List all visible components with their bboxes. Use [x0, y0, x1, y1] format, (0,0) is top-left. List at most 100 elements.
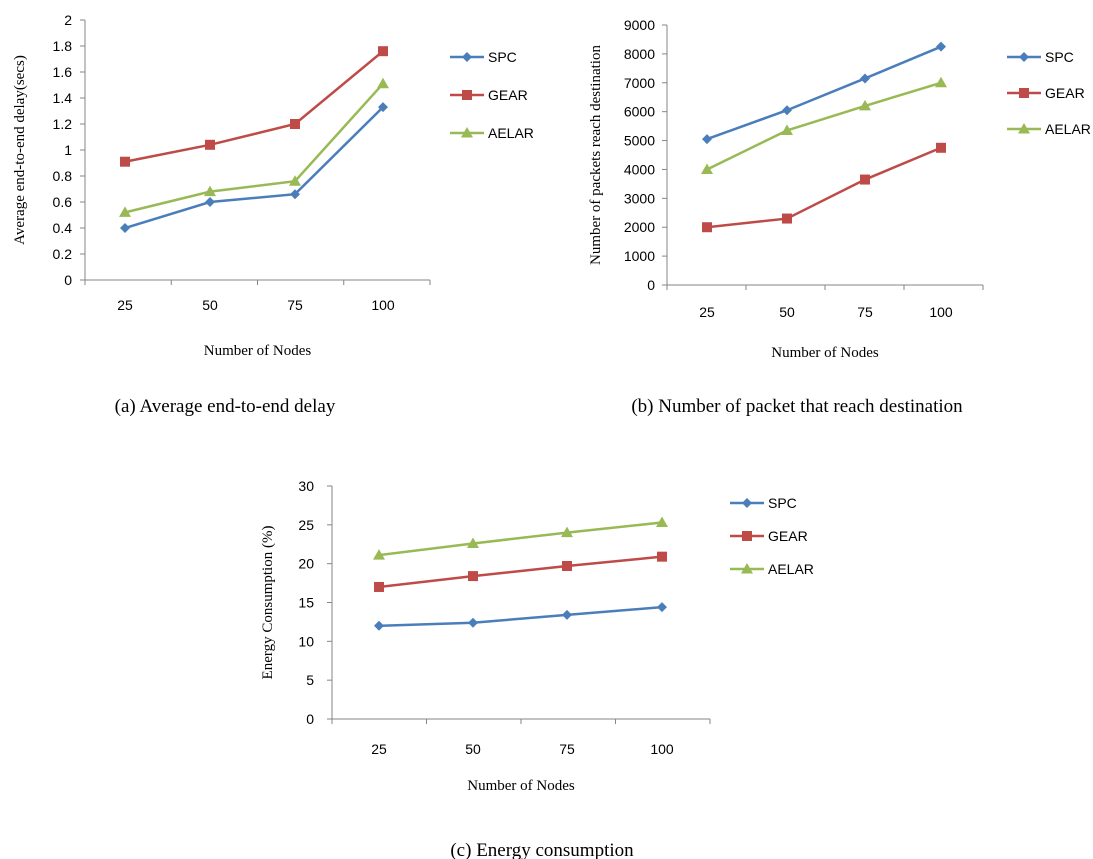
data-point-gear: [378, 46, 388, 57]
series-line-spc: [378, 605, 663, 628]
legend-marker: [742, 531, 752, 541]
legend-marker: [742, 498, 752, 508]
data-point-gear: [290, 119, 300, 129]
y-tick-label: 0.4: [53, 220, 73, 236]
x-tick-label: 100: [929, 304, 953, 320]
y-tick-label: 8000: [624, 46, 655, 62]
y-tick-label: 20: [298, 556, 314, 572]
legend-label: GEAR: [488, 87, 528, 103]
series-gear: [374, 551, 667, 592]
data-point-gear: [468, 571, 478, 582]
y-tick-label: 4000: [624, 161, 655, 177]
series-line-aelar: [706, 81, 942, 171]
series-spc: [120, 102, 388, 233]
data-point-gear: [936, 142, 946, 153]
y-tick-label: 0: [64, 272, 72, 288]
y-tick-label: 1000: [624, 248, 655, 264]
x-tick-label: 75: [559, 741, 575, 757]
data-point-gear: [782, 213, 792, 224]
data-point-spc: [782, 105, 792, 116]
data-point-spc: [378, 102, 388, 113]
legend-item-gear: GEAR: [450, 87, 528, 103]
series-line-spc: [706, 45, 942, 141]
data-point-gear: [860, 174, 870, 185]
x-tick-label: 25: [371, 741, 387, 757]
x-tick-label: 75: [857, 304, 873, 320]
data-point-spc: [374, 620, 384, 631]
y-tick-label: 1.4: [53, 90, 73, 106]
data-point-spc: [860, 73, 870, 84]
data-point-spc: [468, 617, 478, 628]
series-line-gear: [706, 146, 942, 229]
x-tick-label: 50: [202, 297, 218, 313]
data-point-aelar: [467, 537, 479, 548]
y-tick-label: 1.8: [53, 38, 73, 54]
chart-energy-consumption: 0 5 10 15 20 25 30 25 50 75 100 Number of Nodes Ener…: [260, 478, 814, 859]
y-tick-label: 2: [64, 12, 72, 28]
data-point-aelar: [119, 206, 131, 217]
series-spc: [374, 602, 667, 631]
series-line-spc: [124, 106, 384, 230]
series-line-gear: [124, 50, 384, 163]
data-point-gear: [702, 222, 712, 233]
legend-label: AELAR: [768, 561, 814, 577]
y-tick-label: 7000: [624, 75, 655, 91]
legend-label: SPC: [488, 49, 517, 65]
y-tick-label: 30: [298, 478, 314, 494]
data-point-aelar: [204, 185, 216, 197]
data-point-spc: [205, 197, 215, 207]
x-axis-title: Number of Nodes: [467, 778, 575, 794]
series-spc: [702, 41, 946, 145]
legend-item-gear: GEAR: [730, 528, 808, 544]
legend-label: SPC: [1045, 49, 1074, 65]
y-axis-title: Number of packets reach destination: [588, 45, 604, 265]
y-tick-label: 0.6: [53, 194, 73, 210]
y-tick-label: 10: [298, 633, 314, 649]
figure-caption: (a) Average end-to-end delay: [115, 396, 336, 417]
legend-marker: [1019, 52, 1029, 62]
series-aelar: [119, 77, 389, 217]
data-point-aelar: [289, 175, 301, 186]
y-tick-label: 2000: [624, 219, 655, 235]
legend-label: AELAR: [1045, 121, 1091, 137]
legend-item-aelar: AELAR: [730, 561, 814, 577]
data-point-aelar: [859, 99, 871, 111]
x-axis-title: Number of Nodes: [204, 343, 312, 359]
data-point-spc: [120, 223, 130, 233]
y-tick-label: 25: [298, 517, 314, 533]
legend-item-spc: SPC: [730, 495, 797, 511]
legend-item-aelar: AELAR: [1007, 121, 1091, 137]
legend-label: AELAR: [488, 125, 534, 141]
x-tick-label: 100: [650, 741, 674, 757]
data-point-aelar: [781, 124, 793, 135]
figure-caption: (b) Number of packet that reach destinat…: [631, 396, 963, 417]
data-point-aelar: [935, 76, 947, 88]
legend-marker: [462, 52, 472, 62]
y-tick-label: 1.6: [53, 64, 73, 80]
y-tick-label: 5: [306, 672, 314, 688]
chart-packets-reached: 0 1000 2000 3000 4000 5000 6000 7000 8000 9000 25 5…: [588, 17, 1091, 417]
series-aelar: [373, 516, 668, 560]
x-axis-title: Number of Nodes: [771, 345, 879, 361]
legend-item-aelar: AELAR: [450, 125, 534, 141]
legend-marker: [461, 127, 473, 138]
y-tick-label: 0: [306, 711, 314, 727]
data-point-spc: [290, 189, 300, 200]
legend-marker: [741, 563, 753, 574]
y-tick-label: 3000: [624, 190, 655, 206]
y-tick-label: 0.2: [53, 246, 73, 262]
data-point-aelar: [373, 549, 385, 560]
data-point-aelar: [561, 526, 573, 538]
y-axis-title: Energy Consumption (%): [260, 526, 276, 680]
series-gear: [702, 142, 946, 233]
y-tick-label: 1.2: [53, 116, 73, 132]
series-line-aelar: [124, 82, 384, 214]
x-tick-label: 75: [287, 297, 303, 313]
legend-label: GEAR: [768, 528, 808, 544]
x-tick-label: 50: [465, 741, 481, 757]
x-tick-label: 25: [117, 297, 133, 313]
series-line-gear: [378, 555, 663, 589]
data-point-spc: [936, 41, 946, 52]
legend-item-gear: GEAR: [1007, 85, 1085, 101]
